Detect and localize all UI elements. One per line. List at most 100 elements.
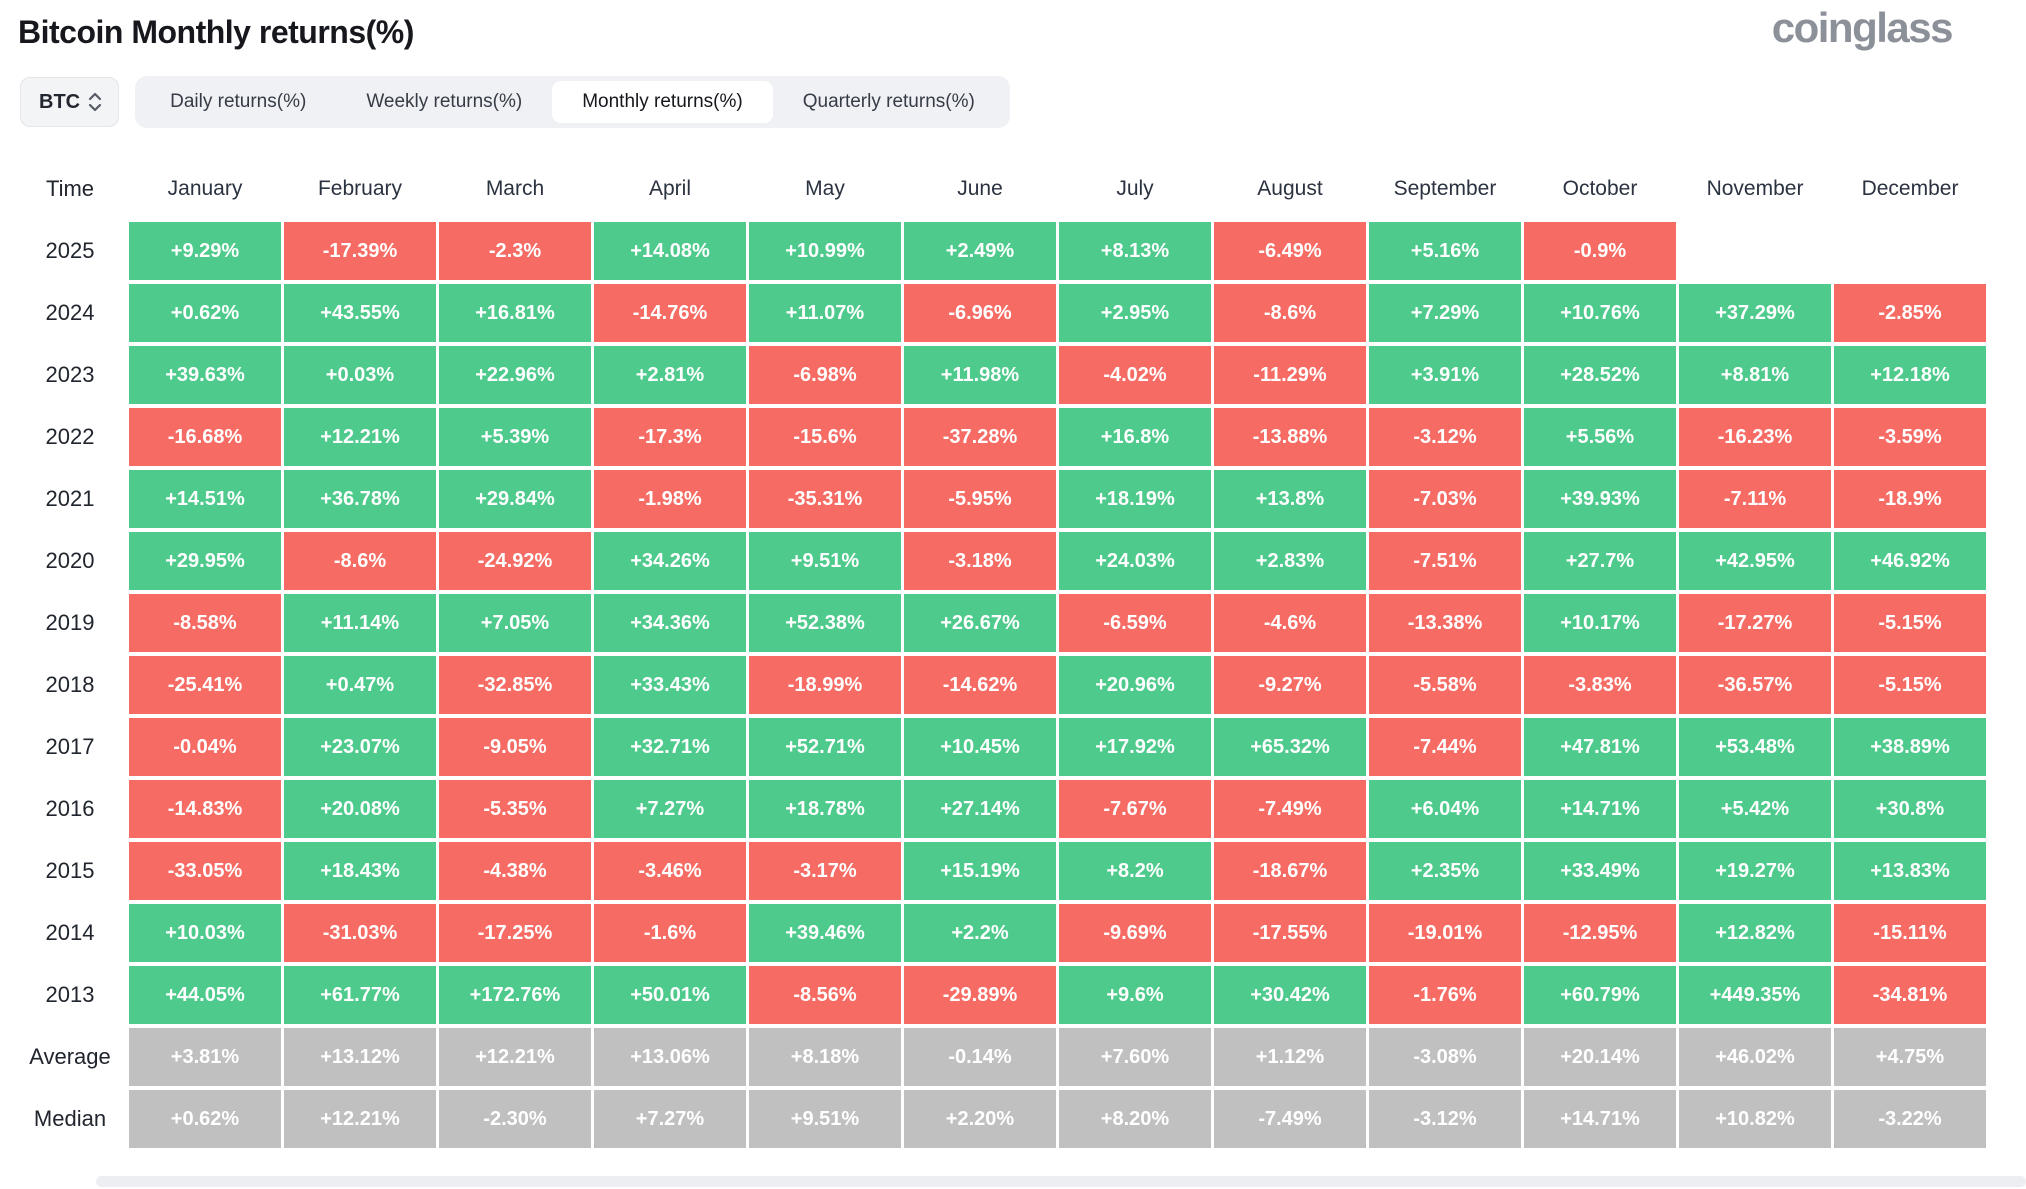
return-cell: +14.51% [129, 470, 281, 528]
return-cell: +2.35% [1369, 842, 1521, 900]
return-cell: -3.59% [1834, 408, 1986, 466]
return-cell: +9.6% [1059, 966, 1211, 1024]
return-cell: +39.93% [1524, 470, 1676, 528]
coin-selector-btc[interactable]: BTC [20, 77, 120, 127]
return-cell: +2.83% [1214, 532, 1366, 590]
return-cell: -31.03% [284, 904, 436, 962]
return-cell: +19.27% [1679, 842, 1831, 900]
return-cell: +17.92% [1059, 718, 1211, 776]
return-cell: +14.71% [1524, 780, 1676, 838]
return-cell: -5.15% [1834, 594, 1986, 652]
return-cell: +13.12% [284, 1028, 436, 1086]
return-cell: +61.77% [284, 966, 436, 1024]
column-header-january: January [167, 177, 243, 200]
return-cell: +12.21% [284, 1090, 436, 1148]
coin-selector-label: BTC [39, 90, 81, 113]
return-cell: +36.78% [284, 470, 436, 528]
return-cell: +29.95% [129, 532, 281, 590]
return-cell: +60.79% [1524, 966, 1676, 1024]
return-cell: +29.84% [439, 470, 591, 528]
return-cell: +7.27% [594, 1090, 746, 1148]
return-cell: +5.39% [439, 408, 591, 466]
return-cell: +18.19% [1059, 470, 1211, 528]
returns-tab-group: Daily returns(%) Weekly returns(%) Month… [135, 76, 1010, 128]
tab-daily-returns[interactable]: Daily returns(%) [170, 91, 307, 112]
page-title: Bitcoin Monthly returns(%) [18, 14, 414, 50]
return-cell: +13.8% [1214, 470, 1366, 528]
return-cell: +14.08% [594, 222, 746, 280]
return-cell: +7.60% [1059, 1028, 1211, 1086]
return-cell: +5.42% [1679, 780, 1831, 838]
return-cell: -14.62% [904, 656, 1056, 714]
return-cell: +13.06% [594, 1028, 746, 1086]
return-cell: -14.83% [129, 780, 281, 838]
return-cell: -9.05% [439, 718, 591, 776]
return-cell: +10.03% [129, 904, 281, 962]
return-cell: -15.6% [749, 408, 901, 466]
return-cell: +34.26% [594, 532, 746, 590]
row-label-2016: 2016 [45, 796, 95, 821]
return-cell: +10.82% [1679, 1090, 1831, 1148]
return-cell: +3.91% [1369, 346, 1521, 404]
return-cell: -6.96% [904, 284, 1056, 342]
return-cell: +32.71% [594, 718, 746, 776]
return-cell: -6.59% [1059, 594, 1211, 652]
row-label-2025: 2025 [45, 238, 95, 263]
return-cell: -12.95% [1524, 904, 1676, 962]
return-cell: -7.49% [1214, 1090, 1366, 1148]
return-cell: +43.55% [284, 284, 436, 342]
return-cell: +15.19% [904, 842, 1056, 900]
row-label-average: Average [29, 1044, 111, 1069]
return-cell: +44.05% [129, 966, 281, 1024]
return-cell: -7.51% [1369, 532, 1521, 590]
tab-weekly-returns[interactable]: Weekly returns(%) [366, 91, 523, 112]
return-cell: +8.2% [1059, 842, 1211, 900]
return-cell: +2.20% [904, 1090, 1056, 1148]
return-cell: -16.68% [129, 408, 281, 466]
tab-quarterly-returns[interactable]: Quarterly returns(%) [802, 91, 975, 112]
return-cell: -1.6% [594, 904, 746, 962]
horizontal-scrollbar[interactable] [96, 1176, 2026, 1187]
return-cell: -8.56% [749, 966, 901, 1024]
return-cell: +9.29% [129, 222, 281, 280]
return-cell: -15.11% [1834, 904, 1986, 962]
return-cell: +14.71% [1524, 1090, 1676, 1148]
return-cell: +1.12% [1214, 1028, 1366, 1086]
return-cell: -35.31% [749, 470, 901, 528]
column-header-march: March [485, 177, 545, 200]
return-cell: +2.81% [594, 346, 746, 404]
return-cell: +5.16% [1369, 222, 1521, 280]
return-cell: +46.02% [1679, 1028, 1831, 1086]
return-cell: +34.36% [594, 594, 746, 652]
return-cell: +0.03% [284, 346, 436, 404]
row-label-2015: 2015 [45, 858, 95, 883]
return-cell: +23.07% [284, 718, 436, 776]
return-cell: +8.18% [749, 1028, 901, 1086]
return-cell: +52.38% [749, 594, 901, 652]
return-cell: -18.99% [749, 656, 901, 714]
return-cell: +10.17% [1524, 594, 1676, 652]
return-cell: -19.01% [1369, 904, 1521, 962]
return-cell: +12.21% [439, 1028, 591, 1086]
return-cell: -8.6% [1214, 284, 1366, 342]
return-cell: +10.99% [749, 222, 901, 280]
return-cell: +39.46% [749, 904, 901, 962]
return-cell: +30.42% [1214, 966, 1366, 1024]
return-cell: +53.48% [1679, 718, 1831, 776]
tab-monthly-returns[interactable]: Monthly returns(%) [552, 81, 773, 123]
return-cell: +2.2% [904, 904, 1056, 962]
return-cell: -7.49% [1214, 780, 1366, 838]
return-cell: -3.46% [594, 842, 746, 900]
return-cell: -4.38% [439, 842, 591, 900]
return-cell: +11.98% [904, 346, 1056, 404]
return-cell: -18.67% [1214, 842, 1366, 900]
column-header-april: April [648, 177, 691, 200]
return-cell: -3.83% [1524, 656, 1676, 714]
return-cell: +33.43% [594, 656, 746, 714]
return-cell: -5.35% [439, 780, 591, 838]
return-cell: -3.17% [749, 842, 901, 900]
row-label-2017: 2017 [45, 734, 95, 759]
return-cell: +7.05% [439, 594, 591, 652]
return-cell: +27.7% [1524, 532, 1676, 590]
return-cell: +13.83% [1834, 842, 1986, 900]
